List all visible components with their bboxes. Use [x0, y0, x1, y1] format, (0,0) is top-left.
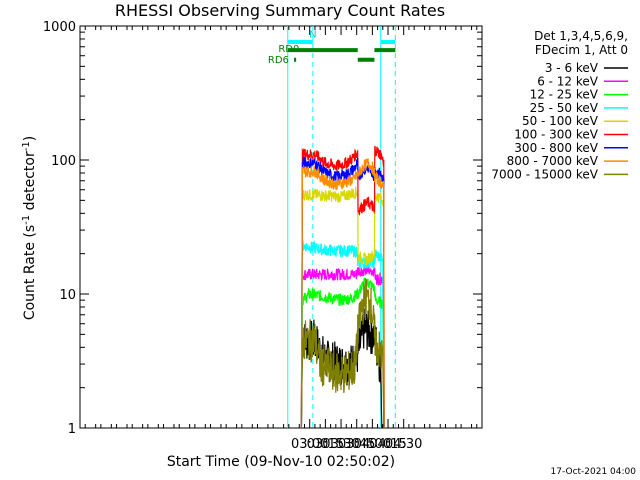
- series-line-8: [300, 278, 385, 429]
- flag-label-2: RD6: [268, 55, 289, 66]
- x-tick-label-5: 04:15: [369, 437, 406, 452]
- legend-label-2: 12 - 25 keV: [530, 88, 599, 102]
- legend-label-1: 6 - 12 keV: [537, 74, 599, 88]
- flag-bars: [287, 39, 396, 62]
- series-line-4: [300, 186, 385, 429]
- y-tick-label-1: 10: [59, 288, 76, 303]
- legend-label-8: 7000 - 15000 keV: [491, 167, 598, 181]
- y-tick-label-0: 1: [68, 422, 76, 437]
- series-line-2: [300, 277, 385, 429]
- flag-label-1: RD0: [278, 44, 299, 55]
- y-axis-label-sup1: -1: [21, 215, 32, 225]
- chart-title: RHESSI Observing Summary Count Rates: [115, 1, 445, 20]
- y-axis-label-end: ): [22, 136, 38, 141]
- legend: Det 1,3,4,5,6,9, FDecim 1, Att 0 3 - 6 k…: [491, 29, 628, 181]
- y-axis-label-sup2: -1: [21, 141, 32, 151]
- series-lines: [300, 145, 385, 429]
- series-line-5: [300, 145, 385, 429]
- x-axis-label: Start Time (09-Nov-10 02:50:02): [167, 454, 395, 470]
- series-line-1: [300, 264, 385, 429]
- generated-timestamp: 17-Oct-2021 04:00: [551, 467, 637, 477]
- legend-label-3: 25 - 50 keV: [530, 101, 599, 115]
- plot-frame: [79, 25, 483, 429]
- x-tick-label-6: 04:30: [385, 437, 422, 452]
- legend-label-4: 50 - 100 keV: [522, 114, 599, 128]
- legend-label-6: 300 - 800 keV: [514, 141, 598, 155]
- legend-label-7: 800 - 7000 keV: [507, 154, 599, 168]
- y-tick-label-2: 100: [51, 154, 76, 169]
- y-axis: 1 10 100 1000: [43, 20, 482, 437]
- x-tick-label-1: 03:15: [307, 437, 344, 452]
- vertical-markers: [287, 26, 396, 428]
- x-tick-label-4: 04:00: [354, 437, 391, 452]
- legend-label-0: 3 - 6 keV: [545, 61, 599, 75]
- y-axis-label-main: Count Rate (s: [22, 225, 38, 320]
- x-tick-label-2: 03:30: [322, 437, 359, 452]
- y-axis-label-mid: detector: [22, 151, 38, 215]
- legend-header-line-1: Det 1,3,4,5,6,9,: [534, 29, 628, 43]
- x-tick-label-0: 03:00: [291, 437, 328, 452]
- x-tick-label-3: 03:45: [338, 437, 375, 452]
- series-line-7: [300, 158, 385, 429]
- flag-label-0: N: [309, 30, 316, 41]
- legend-label-5: 100 - 300 keV: [514, 128, 598, 142]
- y-axis-label: Count Rate (s-1 detector-1): [21, 136, 38, 320]
- legend-header-line-2: FDecim 1, Att 0: [535, 43, 628, 57]
- y-tick-label-3: 1000: [43, 20, 76, 35]
